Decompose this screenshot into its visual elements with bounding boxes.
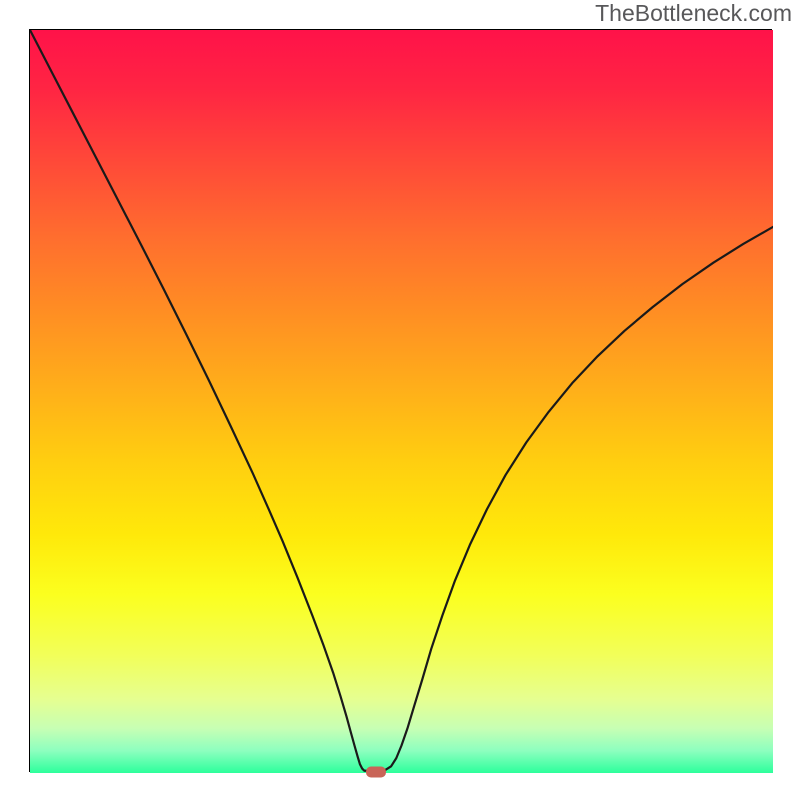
bottleneck-curve	[30, 30, 773, 773]
optimum-marker	[366, 766, 386, 777]
plot-frame	[29, 29, 772, 772]
watermark-text: TheBottleneck.com	[595, 0, 792, 27]
chart-stage: TheBottleneck.com	[0, 0, 800, 800]
